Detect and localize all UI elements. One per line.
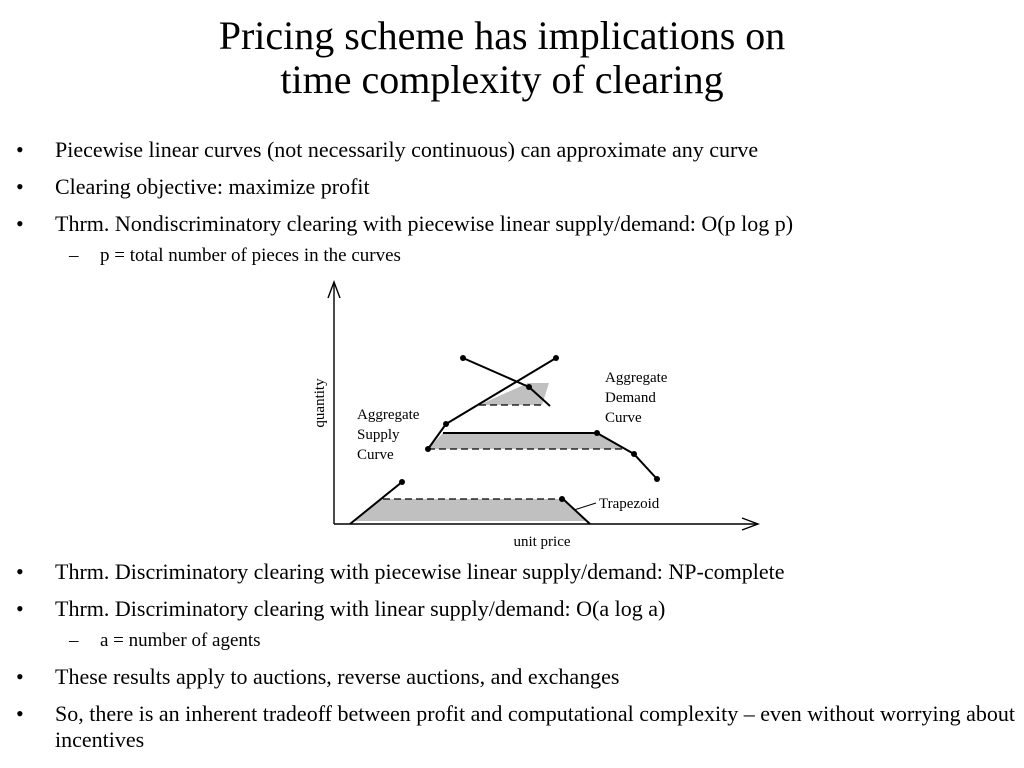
bullet-item: • Thrm. Discriminatory clearing with piec… bbox=[0, 559, 1024, 585]
bullet-marker: • bbox=[16, 174, 24, 199]
demand-label-line-1: Aggregate bbox=[605, 370, 668, 386]
x-axis-arrow bbox=[741, 517, 760, 531]
slide-title: Pricing scheme has implications on time … bbox=[0, 14, 1004, 102]
demand-breakpoint bbox=[631, 451, 637, 457]
x-axis-label: unit price bbox=[513, 534, 570, 550]
y-axis-arrow bbox=[327, 280, 341, 299]
bullet-item: • Thrm. Nondiscriminatory clearing with p… bbox=[0, 211, 1024, 237]
supply-segment bbox=[349, 481, 403, 525]
bullet-list-bottom: • Thrm. Discriminatory clearing with piec… bbox=[0, 559, 1024, 764]
bullet-list-top: • Piecewise linear curves (not necessaril… bbox=[0, 137, 1024, 279]
demand-breakpoint bbox=[654, 476, 660, 482]
sub-bullet-text: a = number of agents bbox=[100, 630, 261, 651]
supply-label-line-2: Supply bbox=[357, 427, 400, 443]
sub-bullet-marker: – bbox=[69, 630, 79, 651]
bullet-item: • Thrm. Discriminatory clearing with line… bbox=[0, 596, 1024, 622]
trapezoid-region-top bbox=[479, 383, 549, 405]
sub-bullet-text: p = total number of pieces in the curves bbox=[100, 245, 401, 266]
trapezoid-region-bottom bbox=[354, 499, 587, 521]
sub-bullet-item: – a = number of agents bbox=[0, 630, 1024, 652]
bullet-marker: • bbox=[16, 701, 24, 726]
trapezoid-label: Trapezoid bbox=[599, 496, 660, 512]
demand-segment bbox=[562, 498, 591, 525]
demand-breakpoint bbox=[559, 496, 565, 502]
supply-breakpoint bbox=[399, 479, 405, 485]
supply-segment bbox=[445, 357, 557, 425]
demand-segment bbox=[596, 432, 635, 455]
title-line-2: time complexity of clearing bbox=[280, 57, 724, 102]
demand-breakpoint bbox=[460, 355, 466, 361]
sub-bullet-item: – p = total number of pieces in the curve… bbox=[0, 245, 1024, 267]
bullet-marker: • bbox=[16, 664, 24, 689]
supply-breakpoint bbox=[443, 421, 449, 427]
demand-segment bbox=[462, 357, 530, 388]
supply-segment bbox=[427, 423, 447, 450]
bullet-text: Thrm. Discriminatory clearing with linea… bbox=[55, 596, 666, 621]
bullet-item: • So, there is an inherent tradeoff betwe… bbox=[0, 701, 1024, 753]
bullet-text: So, there is an inherent tradeoff betwee… bbox=[55, 701, 1015, 752]
demand-label-line-2: Demand bbox=[605, 390, 656, 406]
supply-demand-diagram: quantity unit price Aggregate Supply Cur… bbox=[312, 280, 760, 550]
supply-breakpoint bbox=[553, 355, 559, 361]
supply-label-line-3: Curve bbox=[357, 447, 394, 463]
demand-breakpoint bbox=[594, 430, 600, 436]
bullet-text: Thrm. Discriminatory clearing with piece… bbox=[55, 559, 785, 584]
demand-label-line-3: Curve bbox=[605, 410, 642, 426]
bullet-marker: • bbox=[16, 559, 24, 584]
bullet-text: These results apply to auctions, reverse… bbox=[55, 664, 620, 689]
supply-label-line-1: Aggregate bbox=[357, 407, 420, 423]
y-axis-label: quantity bbox=[312, 378, 328, 428]
title-line-1: Pricing scheme has implications on bbox=[218, 13, 786, 58]
trapezoid-pointer-line bbox=[573, 502, 597, 511]
bullet-marker: • bbox=[16, 596, 24, 621]
bullet-marker: • bbox=[16, 137, 24, 162]
demand-segment bbox=[528, 386, 551, 407]
bullet-item: • Piecewise linear curves (not necessaril… bbox=[0, 137, 1024, 163]
trapezoid-region-middle bbox=[428, 433, 625, 449]
bullet-marker: • bbox=[16, 211, 24, 236]
supply-breakpoint bbox=[425, 446, 431, 452]
bullet-item: • Clearing objective: maximize profit bbox=[0, 174, 1024, 200]
demand-breakpoint bbox=[526, 384, 532, 390]
bullet-item: • These results apply to auctions, revers… bbox=[0, 664, 1024, 690]
demand-segment bbox=[633, 453, 658, 480]
bullet-text: Piecewise linear curves (not necessarily… bbox=[55, 137, 759, 162]
bullet-text: Clearing objective: maximize profit bbox=[55, 174, 370, 199]
sub-bullet-marker: – bbox=[69, 245, 79, 266]
bullet-text: Thrm. Nondiscriminatory clearing with pi… bbox=[55, 211, 794, 236]
